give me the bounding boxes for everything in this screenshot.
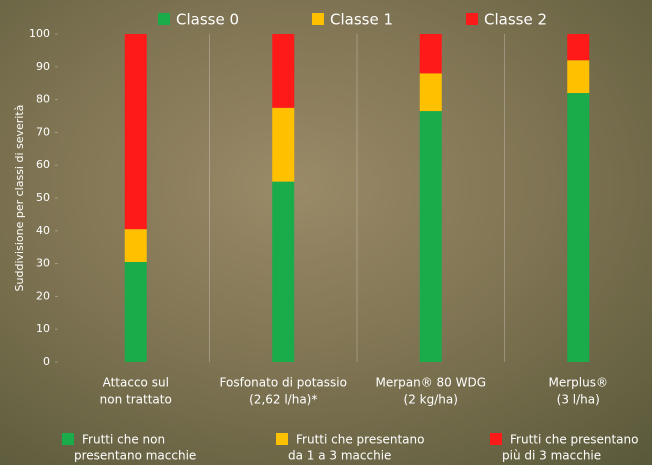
y-tick-label: 50 bbox=[36, 191, 50, 204]
y-tick-label: 40 bbox=[36, 224, 50, 237]
bar-segment bbox=[272, 181, 295, 362]
y-tick-label: 70 bbox=[36, 125, 50, 138]
y-tick-label: 60 bbox=[36, 158, 50, 171]
x-tick-label: Merpan® 80 WDG bbox=[375, 376, 486, 390]
x-tick-label: non trattato bbox=[100, 393, 172, 407]
bar-segment bbox=[567, 34, 590, 61]
x-tick-label: Fosfonato di potassio bbox=[220, 376, 347, 390]
bar-segment bbox=[124, 229, 147, 262]
legend-description: Frutti che presentano bbox=[296, 433, 424, 447]
bar-segment bbox=[272, 34, 295, 108]
legend-swatch bbox=[62, 433, 74, 445]
y-tick-label: 20 bbox=[36, 289, 50, 302]
legend-description: Frutti che non bbox=[82, 433, 165, 447]
x-tick-label: Attacco sul bbox=[103, 376, 169, 390]
x-tick-label: (2,62 l/ha)* bbox=[249, 393, 317, 407]
legend-description: presentano macchie bbox=[74, 449, 196, 463]
x-tick-label: Merplus® bbox=[549, 376, 608, 390]
bar-segment bbox=[124, 34, 147, 230]
y-tick-label: 90 bbox=[36, 60, 50, 73]
y-tick-label: 30 bbox=[36, 257, 50, 270]
legend-description: più di 3 macchie bbox=[502, 449, 601, 463]
legend-swatch bbox=[158, 13, 170, 25]
y-tick-label: 100 bbox=[29, 27, 50, 40]
legend-description: Frutti che presentano bbox=[510, 433, 638, 447]
legend-label: Classe 1 bbox=[330, 11, 393, 29]
y-tick-label: 80 bbox=[36, 93, 50, 106]
legend-label: Classe 2 bbox=[484, 11, 547, 29]
legend-swatch bbox=[466, 13, 478, 25]
x-tick-label: (3 l/ha) bbox=[557, 393, 600, 407]
bar-segment bbox=[567, 60, 590, 94]
legend-label: Classe 0 bbox=[176, 11, 239, 29]
bar-segment bbox=[567, 93, 590, 362]
legend-description: da 1 a 3 macchie bbox=[288, 449, 391, 463]
bar-segment bbox=[124, 261, 147, 362]
legend-swatch bbox=[312, 13, 324, 25]
bar-segment bbox=[419, 73, 442, 112]
legend-swatch bbox=[490, 433, 502, 445]
bar-segment bbox=[272, 107, 295, 182]
legend-swatch bbox=[276, 433, 288, 445]
y-tick-label: 10 bbox=[36, 322, 50, 335]
y-tick-label: 0 bbox=[43, 355, 50, 368]
bar-segment bbox=[419, 34, 442, 74]
x-tick-label: (2 kg/ha) bbox=[404, 393, 458, 407]
bar-segment bbox=[419, 111, 442, 362]
y-axis-label: Suddivisione per classi di severità bbox=[13, 105, 26, 292]
